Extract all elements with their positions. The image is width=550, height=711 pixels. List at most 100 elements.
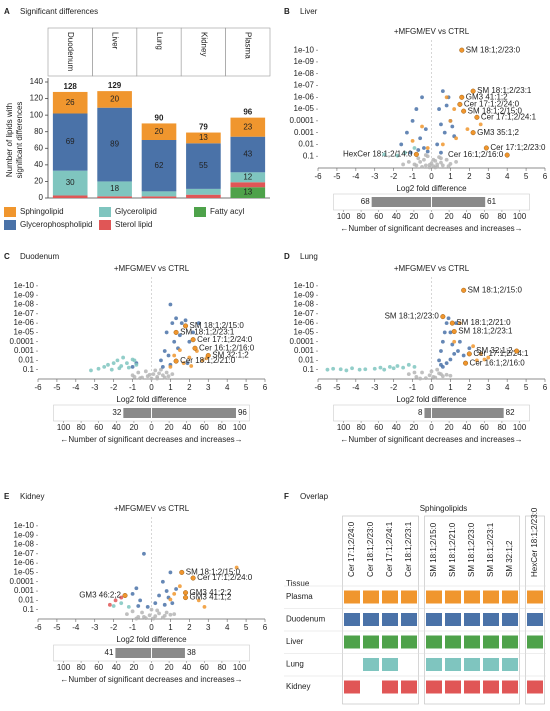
point xyxy=(119,601,124,606)
cell xyxy=(464,635,480,649)
point xyxy=(450,124,455,129)
cell xyxy=(401,590,417,604)
point xyxy=(125,612,129,617)
x-tick-label: 0 xyxy=(429,383,434,392)
point xyxy=(172,612,177,617)
y-tick-label: 1e-06 xyxy=(14,558,35,567)
y-tick-label: 1e-10 xyxy=(294,45,315,54)
point xyxy=(134,586,139,591)
annotated-point xyxy=(459,94,465,100)
point xyxy=(177,348,182,353)
count-tick-label: 60 xyxy=(480,212,489,221)
count-tick-label: 40 xyxy=(112,423,121,432)
point xyxy=(442,330,447,335)
y-axis-label: significant differences xyxy=(15,102,24,179)
point xyxy=(454,136,458,141)
y-tick-label: 20 xyxy=(34,177,43,186)
point xyxy=(121,355,126,360)
cell xyxy=(445,590,461,604)
annotated-point xyxy=(440,314,446,320)
column-label: Cer 17:1;2/24:0 xyxy=(347,521,356,577)
annotation: Cer 17:1;2/23:0 xyxy=(490,143,546,152)
cell xyxy=(401,680,417,694)
count-tick-label: 40 xyxy=(182,423,191,432)
point xyxy=(172,353,177,358)
y-tick-label: 80 xyxy=(34,127,43,136)
count-tick-label: 60 xyxy=(94,663,103,672)
point xyxy=(168,364,173,369)
point xyxy=(444,103,449,108)
y-tick-label: 1e-09 xyxy=(14,530,35,539)
point xyxy=(418,136,423,141)
cell xyxy=(527,590,543,604)
count-tick-label: 20 xyxy=(165,663,174,672)
legend-swatch xyxy=(99,207,111,217)
legend-label: Fatty acyl xyxy=(210,207,244,216)
cell xyxy=(483,635,499,649)
annotation: SM 32:1;2 xyxy=(212,351,249,360)
x-tick-label: -2 xyxy=(110,623,118,632)
value-label: 55 xyxy=(199,161,208,170)
annotation: GM3 41:1;2 xyxy=(190,593,232,602)
count-tick-label: 80 xyxy=(217,663,226,672)
point xyxy=(435,142,440,147)
bar-segment xyxy=(52,113,88,171)
bar-segment xyxy=(186,143,221,189)
annotated-point xyxy=(190,337,196,343)
x-tick-label: Duodenum xyxy=(66,32,75,71)
count-tick-label: 40 xyxy=(462,423,471,432)
point xyxy=(155,608,160,613)
x-tick-label: -6 xyxy=(314,172,322,181)
cell xyxy=(483,658,499,671)
point xyxy=(439,122,443,127)
y-tick-label: 140 xyxy=(30,77,44,86)
cell xyxy=(527,613,543,626)
count-tick-label: 60 xyxy=(480,423,489,432)
y-tick-label: 0.001 xyxy=(14,346,35,355)
bar-segment xyxy=(186,194,221,198)
cell xyxy=(464,680,480,694)
point xyxy=(444,157,449,162)
x-tick-label: 6 xyxy=(263,623,268,632)
point xyxy=(403,150,407,155)
point xyxy=(106,362,110,367)
x-tick-label: 2 xyxy=(187,383,192,392)
point xyxy=(452,107,457,111)
point xyxy=(429,369,434,374)
annotated-point xyxy=(173,329,179,335)
y-tick-label: 0.0001 xyxy=(10,337,35,346)
y-tick-label: 0.0001 xyxy=(290,116,315,125)
annotated-point xyxy=(179,569,185,575)
count-tick-label: 100 xyxy=(233,663,247,672)
point xyxy=(119,595,124,600)
legend-swatch xyxy=(4,207,16,217)
point xyxy=(401,162,406,167)
y-tick-label: 1e-07 xyxy=(294,309,315,318)
bar-segment xyxy=(97,107,132,182)
y-tick-label: 1e-07 xyxy=(14,309,35,318)
panel-letter: F xyxy=(284,492,289,501)
annotation: Cer 18:1;2/21:0 xyxy=(180,356,236,365)
point xyxy=(414,375,419,379)
cell xyxy=(382,590,398,604)
bar-segment xyxy=(52,195,88,198)
y-tick-label: 1e-08 xyxy=(14,300,35,309)
decrease-label: 68 xyxy=(361,197,370,206)
bar-segment xyxy=(97,91,132,108)
point xyxy=(170,321,175,326)
point xyxy=(357,367,362,372)
panel-letter: B xyxy=(284,7,290,16)
point xyxy=(461,353,466,358)
x-tick-label: 2 xyxy=(187,623,192,632)
cell xyxy=(344,590,360,604)
y-tick-label: 0.01 xyxy=(18,595,34,604)
column-label: Cer 17:1;2/24:1 xyxy=(385,521,394,577)
x-tick-label: 2 xyxy=(467,172,472,181)
point xyxy=(420,370,424,375)
point xyxy=(344,368,349,373)
point xyxy=(444,321,449,326)
point xyxy=(418,376,423,381)
y-tick-label: 1e-09 xyxy=(294,290,315,299)
point xyxy=(440,163,445,168)
